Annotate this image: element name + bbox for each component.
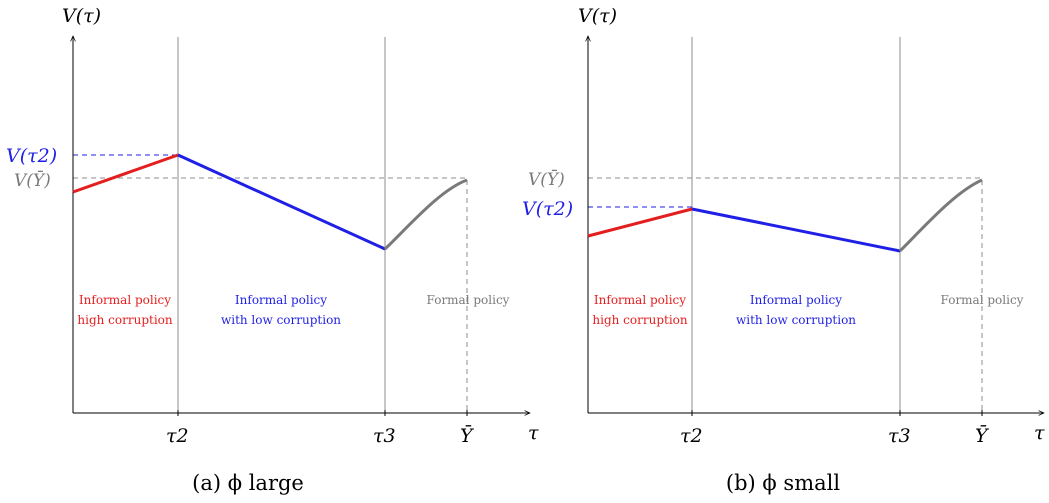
- y-mark-v-ybar: V(Ȳ): [14, 170, 51, 191]
- tick-label-tau2: τ2: [680, 425, 703, 447]
- red-segment: [587, 207, 693, 238]
- y-mark-v-ybar: V(Ȳ): [528, 169, 565, 190]
- tick-label-tau3: τ3: [373, 425, 396, 447]
- panel-a: V(τ) τ τ2 τ3 Ȳ V(τ2) V(Ȳ) Informal polic…: [6, 5, 539, 495]
- blue-segment: [177, 153, 386, 251]
- region-red-line2: high corruption: [77, 313, 173, 327]
- y-mark-v-tau2: V(τ2): [522, 198, 573, 220]
- gray-curve: [383, 178, 468, 251]
- region-red-line1: Informal policy: [594, 293, 686, 307]
- region-formal: Formal policy: [941, 293, 1024, 307]
- region-blue-line2: with low corruption: [736, 313, 856, 327]
- tick-label-ybar: Ȳ: [460, 424, 475, 447]
- blue-segment: [691, 207, 901, 253]
- caption-a: (a) ϕ large: [192, 471, 304, 495]
- region-red-line1: Informal policy: [79, 293, 171, 307]
- region-blue-line2: with low corruption: [221, 313, 341, 327]
- region-blue-line1: Informal policy: [750, 293, 842, 307]
- red-segment: [72, 153, 179, 194]
- region-blue-line1: Informal policy: [235, 293, 327, 307]
- x-axis-label: τ: [1034, 422, 1045, 444]
- y-axis-label: V(τ): [578, 5, 617, 27]
- tick-label-tau3: τ3: [888, 425, 911, 447]
- region-formal: Formal policy: [427, 293, 510, 307]
- caption-b: (b) ϕ small: [726, 471, 840, 495]
- gray-curve: [898, 178, 983, 253]
- region-red-line2: high corruption: [592, 313, 688, 327]
- y-mark-v-tau2: V(τ2): [6, 145, 57, 167]
- x-axis-label: τ: [528, 422, 539, 444]
- tick-label-tau2: τ2: [166, 425, 189, 447]
- tick-label-ybar: Ȳ: [975, 424, 990, 447]
- y-axis-label: V(τ): [62, 5, 101, 27]
- panel-b: V(τ) τ τ2 τ3 Ȳ V(Ȳ) V(τ2) Informal polic…: [522, 5, 1045, 495]
